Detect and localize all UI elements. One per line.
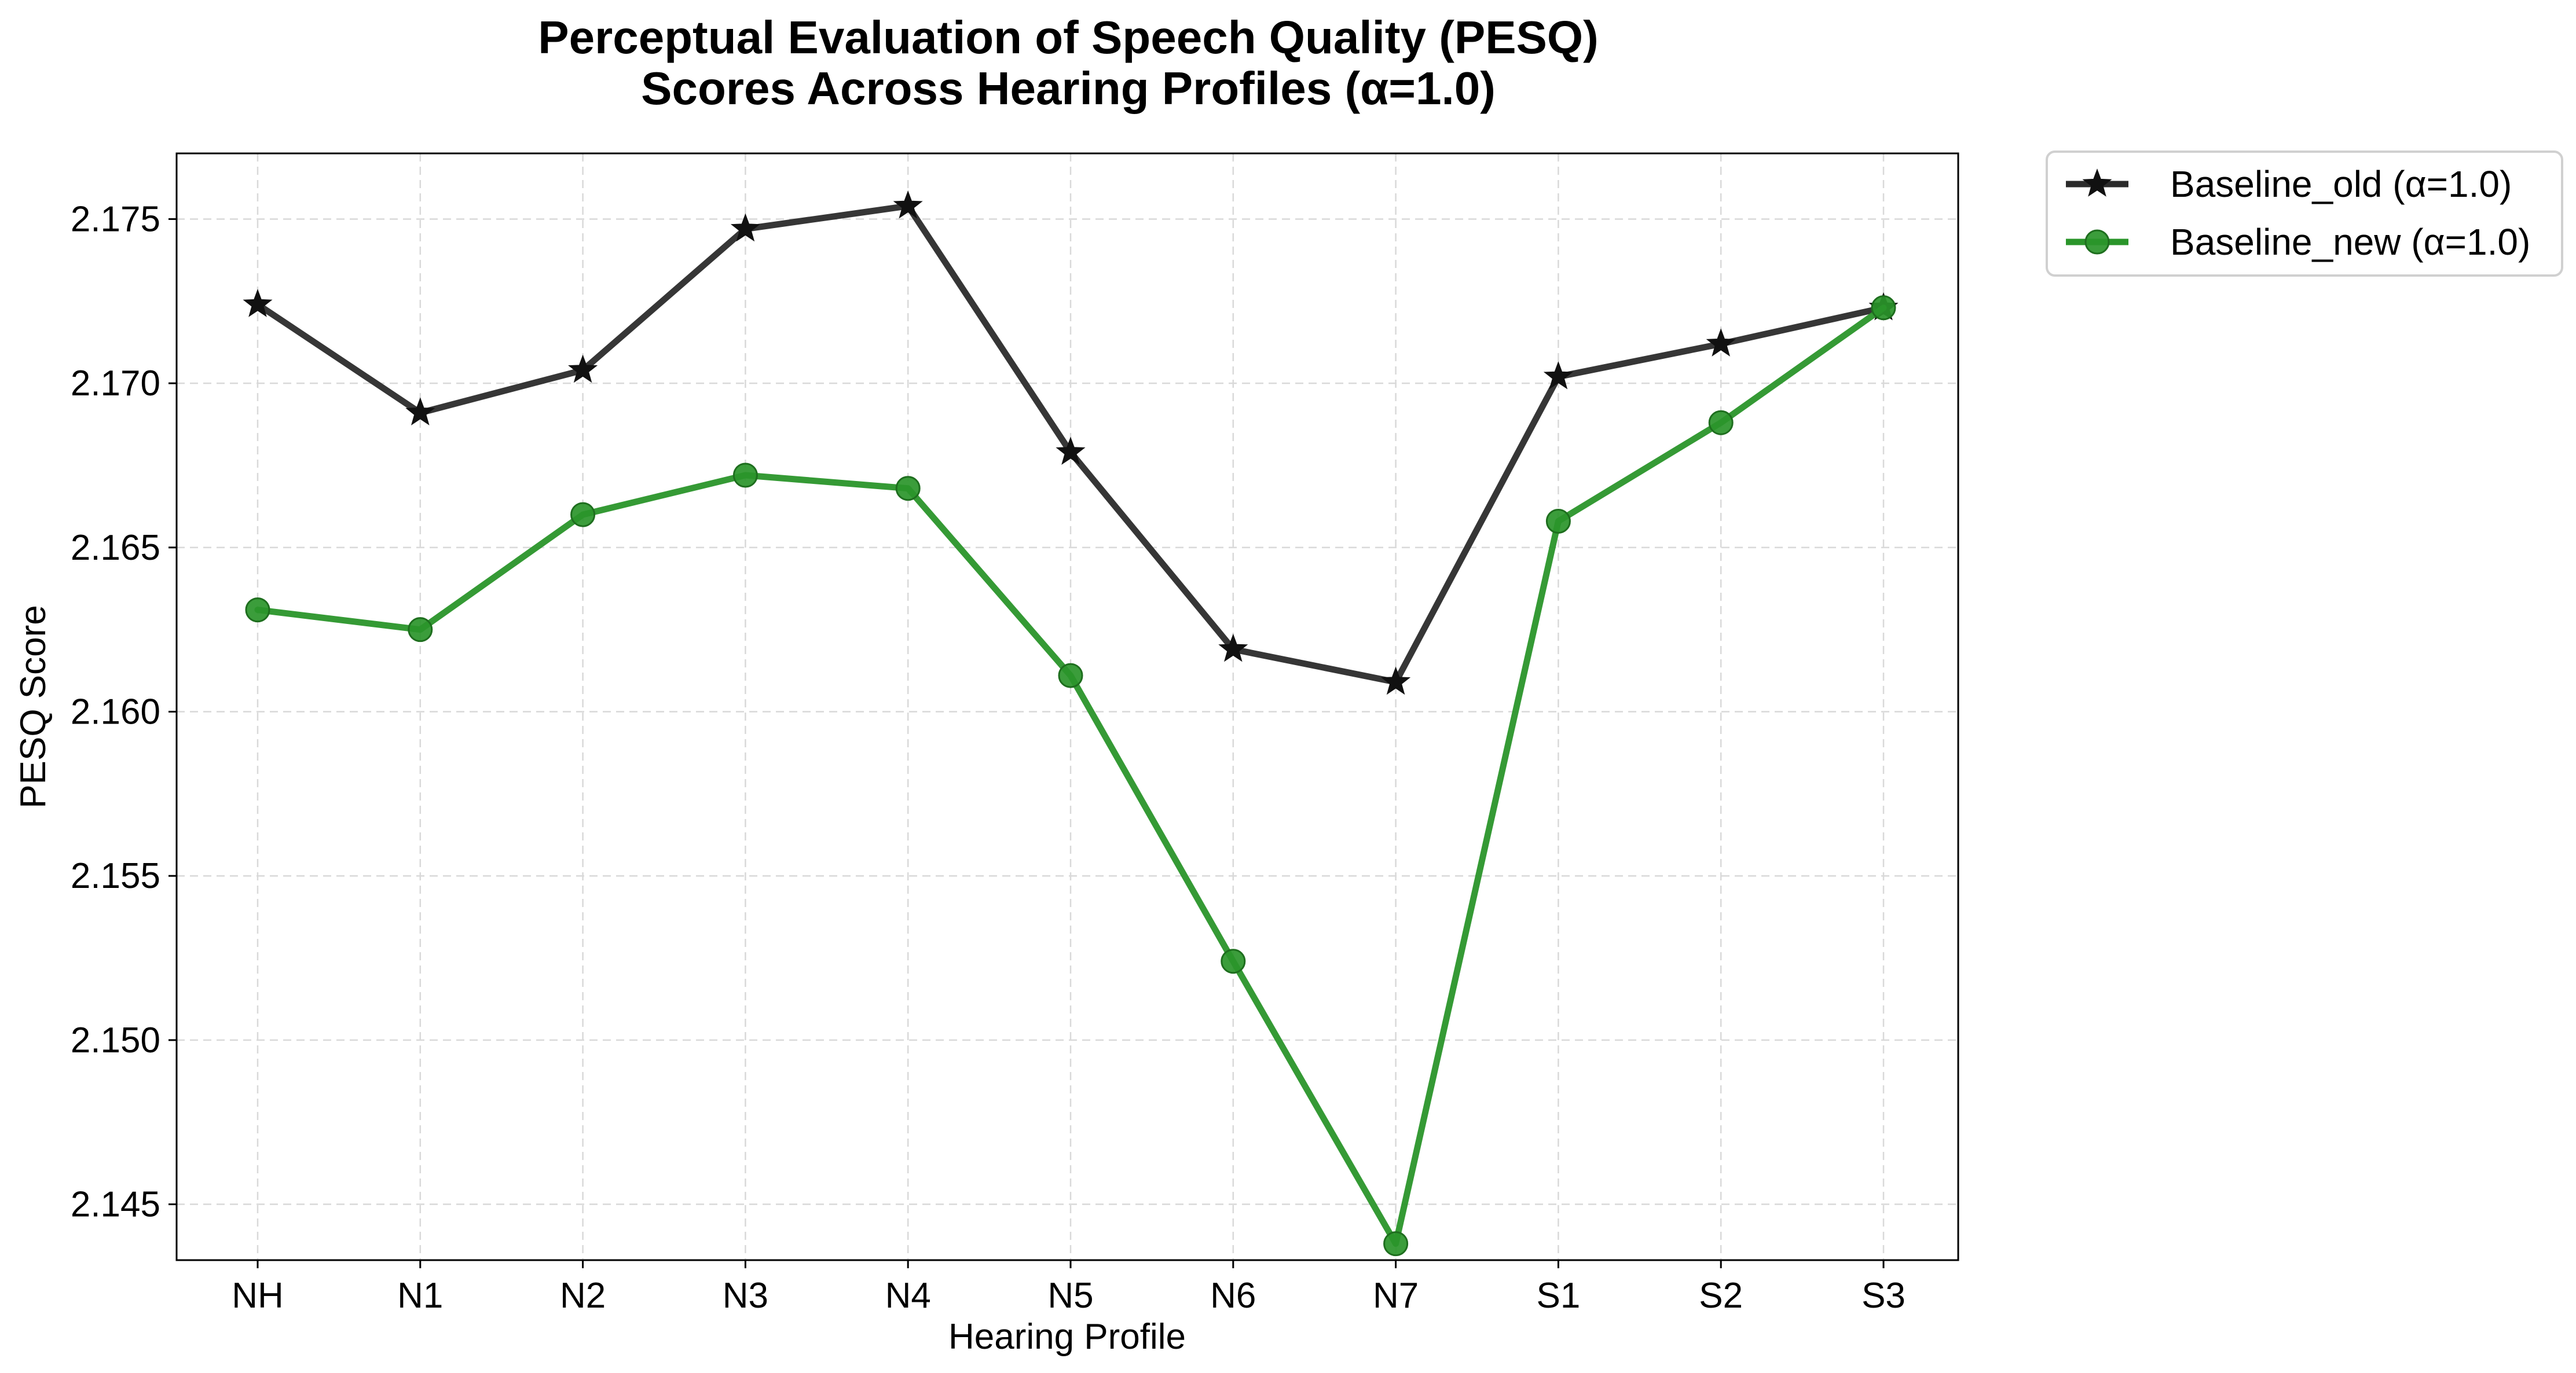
data-point-n6: [1218, 633, 1248, 662]
legend-entry: Baseline_new (α=1.0): [2066, 221, 2530, 263]
x-tick-label: N6: [1210, 1276, 1256, 1316]
chart-title-line-2: Scores Across Hearing Profiles (α=1.0): [641, 63, 1496, 114]
x-tick-label: NH: [232, 1276, 284, 1316]
grid-lines: [177, 153, 1958, 1260]
data-point-n3: [732, 462, 758, 488]
data-point-n2: [568, 354, 598, 383]
y-tick-label: 2.145: [71, 1185, 160, 1225]
legend-entry: Baseline_old (α=1.0): [2066, 163, 2512, 205]
x-tick-label: N2: [560, 1276, 606, 1316]
x-axis-label: Hearing Profile: [948, 1317, 1186, 1357]
x-tick-label: N5: [1047, 1276, 1093, 1316]
data-point-n5: [1056, 436, 1086, 465]
data-point-nh: [243, 289, 273, 317]
x-tick-label: N3: [723, 1276, 768, 1316]
y-tick-label: 2.165: [71, 528, 160, 568]
data-point-n7: [1381, 666, 1411, 695]
series-baseline-new: [245, 295, 1896, 1257]
x-tick-label: N1: [397, 1276, 443, 1316]
data-point-nh: [245, 597, 270, 623]
legend: Baseline_old (α=1.0) Baseline_new (α=1.0): [2046, 150, 2563, 277]
data-point-s1: [1545, 508, 1571, 534]
y-axis-label: PESQ Score: [13, 605, 53, 808]
data-point-n1: [405, 397, 435, 425]
y-tick-label: 2.160: [71, 692, 160, 732]
data-point-n1: [408, 617, 433, 643]
data-point-s1: [1543, 361, 1573, 390]
data-point-s2: [1708, 410, 1734, 435]
data-point-s2: [1706, 328, 1736, 357]
data-point-n7: [1383, 1231, 1409, 1257]
data-point-n3: [730, 213, 760, 242]
data-point-n2: [570, 502, 596, 527]
x-tick-label: S2: [1699, 1276, 1743, 1316]
chart-title-line-1: Perceptual Evaluation of Speech Quality …: [538, 12, 1599, 63]
x-tick-label: N4: [885, 1276, 931, 1316]
data-point-n4: [895, 476, 921, 501]
y-tick-label: 2.170: [71, 364, 160, 403]
legend-marker: [2082, 168, 2112, 197]
data-point-s3: [1871, 295, 1896, 321]
x-axis-ticks: NH N1 N2 N3 N4 N5 N6 N7 S1 S2 S3: [232, 1260, 1906, 1316]
data-point-n4: [893, 190, 923, 219]
plot-frame: [175, 152, 1959, 1261]
series-lines: [243, 190, 1899, 1257]
y-tick-label: 2.155: [71, 856, 160, 896]
legend-label: Baseline_old (α=1.0): [2170, 163, 2512, 205]
x-tick-label: S1: [1536, 1276, 1580, 1316]
legend-box: [2046, 150, 2563, 277]
legend-label: Baseline_new (α=1.0): [2170, 221, 2530, 263]
data-point-n5: [1058, 663, 1083, 688]
data-point-n6: [1221, 949, 1246, 974]
y-tick-label: 2.150: [71, 1020, 160, 1060]
plot-area: [177, 153, 1958, 1260]
x-tick-label: S3: [1862, 1276, 1906, 1316]
y-axis-ticks: 2.145 2.150 2.155 2.160 2.165 2.170 2.175: [71, 199, 177, 1225]
legend-marker: [2084, 229, 2110, 255]
y-tick-label: 2.175: [71, 199, 160, 239]
x-tick-label: N7: [1373, 1276, 1419, 1316]
